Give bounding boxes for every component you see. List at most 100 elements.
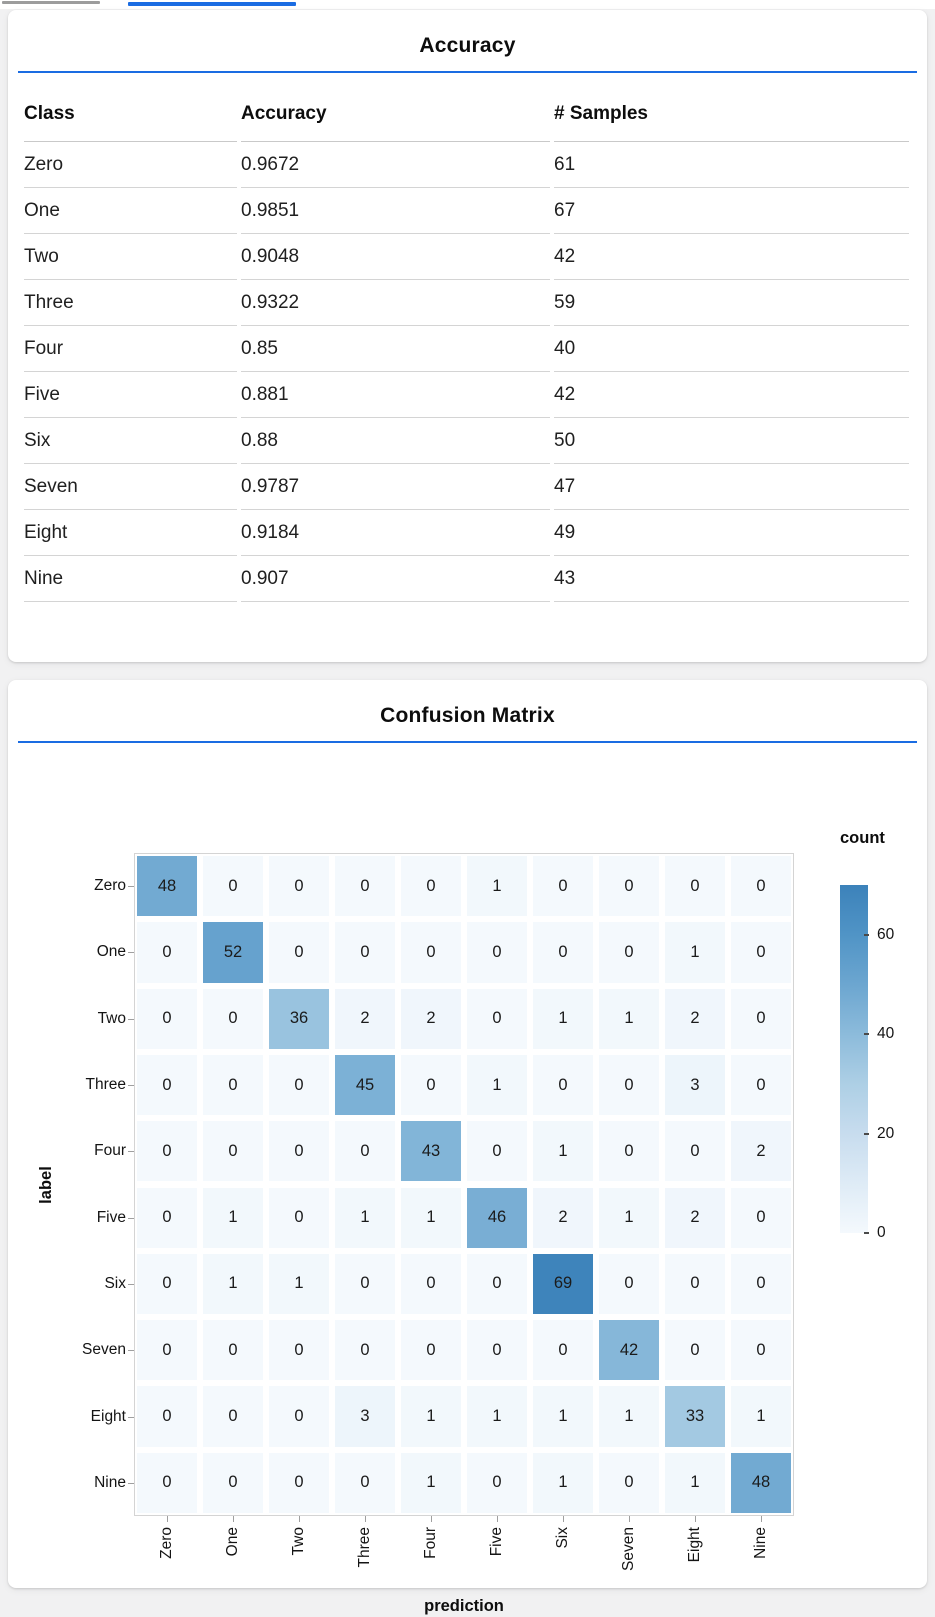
- table-cell: 67: [554, 188, 909, 234]
- x-axis-tick: [563, 1516, 564, 1522]
- heatmap-plot-area: 48 0 0 0 0 1 0 0 0 0 0 52 0 0 0 0 0 0 1 0 0 0 36 2 2 0 1 1 2 0 0 0 0 45 0 1…: [134, 853, 794, 1516]
- table-cell: 47: [554, 464, 909, 510]
- heatmap-cell: 1: [530, 1383, 596, 1449]
- heatmap-cell: 0: [596, 1251, 662, 1317]
- table-cell: 50: [554, 418, 909, 464]
- heatmap-cell-value: 1: [533, 1452, 593, 1513]
- heatmap-cell-value: 0: [467, 922, 527, 983]
- heatmap-cell: 0: [134, 1052, 200, 1118]
- heatmap-cell: 1: [662, 919, 728, 985]
- heatmap-cell: 0: [266, 1383, 332, 1449]
- heatmap-cell: 0: [728, 1251, 794, 1317]
- y-axis-tick: [128, 1151, 134, 1153]
- heatmap-cell-value: 0: [269, 1386, 329, 1447]
- heatmap-cell-value: 1: [599, 1386, 659, 1447]
- heatmap-cell-value: 48: [137, 856, 197, 917]
- heatmap-cell-value: 0: [731, 1253, 791, 1315]
- heatmap-cell-value: 1: [665, 1452, 725, 1513]
- heatmap-cell: 0: [134, 1383, 200, 1449]
- heatmap-cell: 0: [596, 919, 662, 985]
- y-axis-label: Three: [85, 1076, 127, 1094]
- y-axis-tick: [128, 1350, 134, 1352]
- heatmap-cell-value: 0: [137, 1054, 197, 1116]
- heatmap-cell: 0: [662, 1118, 728, 1184]
- table-cell: 49: [554, 510, 909, 556]
- heatmap-cell-value: 0: [203, 1452, 263, 1513]
- heatmap-cell-value: 0: [731, 1054, 791, 1116]
- heatmap-cell: 1: [332, 1185, 398, 1251]
- heatmap-cell-value: 0: [533, 856, 593, 917]
- heatmap-cell: 33: [662, 1383, 728, 1449]
- legend-tick-label: 60: [877, 925, 895, 943]
- table-cell: 0.9787: [241, 464, 550, 510]
- heatmap-cell-value: 2: [665, 988, 725, 1049]
- heatmap-cell-value: 1: [401, 1452, 461, 1513]
- heatmap-cell: 46: [464, 1185, 530, 1251]
- heatmap-cell: 0: [530, 1317, 596, 1383]
- heatmap-cell-value: 43: [401, 1121, 461, 1182]
- heatmap-cell-value: 0: [467, 1452, 527, 1513]
- inactive-tab-indicator[interactable]: [2, 1, 100, 4]
- heatmap-cell-value: 1: [599, 1187, 659, 1248]
- heatmap-cell: 0: [266, 1052, 332, 1118]
- x-axis-tick: [629, 1516, 630, 1522]
- heatmap-cell: 0: [398, 1251, 464, 1317]
- heatmap-cell: 42: [596, 1317, 662, 1383]
- heatmap-cell: 0: [398, 1052, 464, 1118]
- legend-gradient-bar: [840, 885, 868, 1233]
- heatmap-cell: 1: [464, 1383, 530, 1449]
- heatmap-cell: 0: [134, 1450, 200, 1516]
- heatmap-cell: 0: [596, 1450, 662, 1516]
- y-axis-label: Eight: [90, 1407, 126, 1425]
- heatmap-cell: 0: [728, 919, 794, 985]
- heatmap-cell: 0: [332, 1251, 398, 1317]
- heatmap-cell-value: 0: [599, 856, 659, 917]
- heatmap-cell-value: 45: [335, 1054, 395, 1116]
- table-cell: Nine: [24, 556, 237, 602]
- heatmap-cell-value: 0: [599, 1121, 659, 1182]
- y-axis-label: One: [96, 943, 126, 961]
- legend-tick-label: 0: [877, 1224, 886, 1241]
- legend-tick-label: 20: [877, 1124, 895, 1142]
- heatmap-cell-value: 0: [401, 922, 461, 983]
- heatmap-cell: 0: [464, 919, 530, 985]
- heatmap-cell: 0: [200, 853, 266, 919]
- heatmap-cell: 0: [134, 1118, 200, 1184]
- heatmap-cell: 3: [332, 1383, 398, 1449]
- heatmap-cell: 0: [266, 1118, 332, 1184]
- heatmap-cell-value: 0: [599, 1253, 659, 1315]
- y-axis-tick: [128, 1085, 134, 1087]
- heatmap-cell-value: 0: [731, 1187, 791, 1248]
- heatmap-cell-value: 1: [401, 1386, 461, 1447]
- heatmap-cell-value: 0: [731, 856, 791, 917]
- heatmap-cell: 0: [134, 1317, 200, 1383]
- heatmap-cell-value: 69: [533, 1253, 593, 1315]
- heatmap-cell: 0: [662, 1317, 728, 1383]
- heatmap-cell: 2: [332, 986, 398, 1052]
- heatmap-cell-value: 0: [665, 1121, 725, 1182]
- heatmap-cell: 0: [728, 1052, 794, 1118]
- heatmap-cell-value: 0: [137, 1452, 197, 1513]
- table-cell: One: [24, 188, 237, 234]
- table-header-cell: Accuracy: [241, 73, 550, 142]
- heatmap-cell-value: 0: [269, 1452, 329, 1513]
- active-tab-indicator[interactable]: [128, 2, 296, 6]
- table-cell: 61: [554, 142, 909, 188]
- y-axis-label: Four: [94, 1142, 126, 1160]
- heatmap-cell-value: 52: [203, 922, 263, 983]
- heatmap-cell: 0: [200, 1383, 266, 1449]
- heatmap-cell-value: 1: [203, 1187, 263, 1248]
- heatmap-cell-value: 1: [731, 1386, 791, 1447]
- heatmap-cell-value: 0: [401, 1054, 461, 1116]
- heatmap-cell-value: 0: [401, 856, 461, 917]
- legend-tick-mark: [864, 1232, 869, 1234]
- heatmap-cell-value: 0: [137, 988, 197, 1049]
- y-axis-label: Six: [104, 1274, 126, 1292]
- heatmap-cell: 1: [464, 853, 530, 919]
- heatmap-cell-value: 0: [335, 856, 395, 917]
- heatmap-cell-value: 0: [401, 1253, 461, 1315]
- accuracy-table: Class Accuracy # Samples Zero 0.9672 61 One 0.9…: [24, 73, 909, 602]
- heatmap-cell-value: 0: [269, 1187, 329, 1248]
- heatmap-cell-value: 0: [203, 1054, 263, 1116]
- heatmap-cell-value: 2: [335, 988, 395, 1049]
